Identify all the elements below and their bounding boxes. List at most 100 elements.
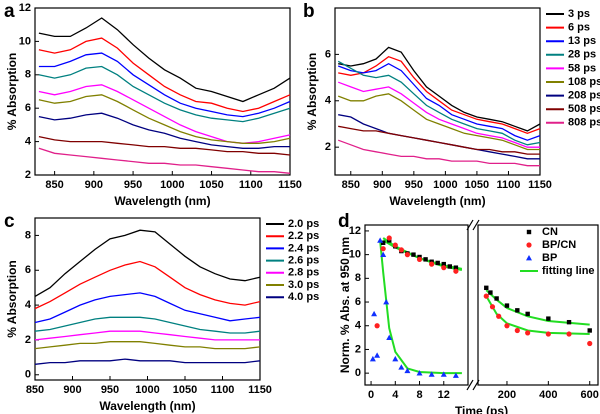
data-point [383, 299, 390, 305]
data-point [587, 340, 593, 347]
y-tick-label: 4 [25, 136, 32, 148]
spectrum-line [38, 65, 291, 123]
data-point [566, 331, 572, 337]
axis-break [466, 219, 474, 231]
x-tick-label: 950 [101, 384, 119, 396]
x-tick-label: 8 [416, 389, 422, 401]
spectrum-line [38, 112, 290, 149]
y-axis-label: Norm. % Abs. at 950 nm [338, 237, 352, 373]
spectrum-line [337, 62, 541, 141]
data-point [496, 313, 502, 319]
legend-swatch [526, 242, 532, 248]
x-tick-label: 1150 [248, 384, 272, 396]
legend-label: 3 ps [568, 8, 590, 20]
x-tick-label: 900 [85, 179, 103, 191]
data-point [374, 323, 380, 329]
legend-swatch [526, 255, 532, 261]
legend-label: BP/CN [542, 239, 576, 251]
x-tick-label: 400 [539, 389, 557, 401]
data-point [447, 264, 453, 269]
plot-frame [364, 224, 469, 386]
data-point [483, 293, 489, 299]
y-tick-label: 2 [325, 141, 331, 153]
data-point [525, 311, 530, 317]
data-point [374, 352, 381, 358]
legend-label: CN [542, 226, 558, 238]
legend-label: BP [542, 252, 557, 264]
spectrum-line [38, 94, 291, 144]
legend-label: 2.4 ps [288, 242, 319, 254]
panel-label: b [303, 1, 315, 22]
spectrum-line [38, 37, 291, 113]
spectrum-line [38, 52, 291, 118]
data-point [377, 237, 384, 243]
data-point [392, 242, 398, 248]
x-tick-label: 950 [124, 179, 142, 191]
data-point [380, 251, 387, 258]
spectrum-line [34, 292, 261, 324]
y-tick-label: 0 [355, 367, 361, 379]
legend-label: 208 ps [568, 90, 600, 102]
data-point [484, 285, 489, 291]
legend-label: 808 ps [568, 117, 600, 129]
data-point [380, 246, 386, 252]
y-tick-label: 2 [25, 334, 31, 346]
legend-label: 108 ps [568, 76, 600, 88]
legend-label: 2.2 ps [288, 230, 319, 242]
y-tick-label: 6 [325, 48, 331, 60]
x-tick-label: 1100 [211, 384, 235, 396]
x-tick-label: 600 [581, 389, 599, 401]
data-point [566, 319, 572, 325]
data-point [404, 252, 411, 258]
data-point [380, 240, 386, 245]
plot-frame [34, 7, 291, 176]
data-point [386, 235, 392, 241]
data-point [453, 265, 459, 270]
y-tick-label: 12 [349, 225, 361, 237]
data-point [494, 296, 499, 301]
x-tick-label: 850 [45, 179, 63, 191]
legend-label: 2.6 ps [288, 255, 319, 267]
data-point [435, 260, 440, 266]
x-tick-label: 1100 [239, 179, 263, 191]
fit-line [485, 295, 590, 335]
data-point [514, 327, 520, 334]
plot-frame [34, 217, 261, 381]
plot-frame [334, 7, 541, 176]
x-tick-label: 850 [26, 384, 44, 396]
axis-break [472, 379, 480, 391]
panel-label: d [338, 211, 350, 232]
data-point [371, 310, 378, 317]
spectrum-line [338, 46, 541, 132]
data-point [452, 372, 459, 378]
data-point [398, 247, 404, 253]
x-tick-label: 1050 [465, 179, 489, 191]
x-tick-label: 950 [405, 179, 423, 191]
data-point [525, 330, 531, 336]
data-point [423, 257, 428, 262]
spectrum-line [34, 260, 261, 310]
y-axis-label: % Absorption [5, 53, 19, 131]
data-point [453, 268, 459, 274]
spectrum-line [337, 60, 541, 146]
y-tick-label: 6 [25, 102, 31, 114]
panel-label: a [4, 1, 15, 22]
data-point [369, 355, 376, 362]
x-tick-label: 0 [368, 389, 374, 401]
data-point [440, 371, 447, 377]
data-point [545, 331, 551, 337]
x-tick-label: 1050 [173, 384, 197, 396]
data-point [428, 371, 435, 377]
legend-label: 2.8 ps [288, 267, 319, 279]
spectrum-line [338, 55, 541, 134]
data-point [515, 308, 520, 313]
spectrum-line [34, 330, 260, 341]
y-tick-label: 12 [19, 2, 31, 14]
data-point [429, 261, 435, 267]
data-point [386, 334, 393, 340]
data-point [416, 256, 423, 262]
data-point [404, 367, 411, 374]
y-tick-label: 4 [325, 95, 332, 107]
legend-label: 2.0 ps [288, 218, 319, 230]
